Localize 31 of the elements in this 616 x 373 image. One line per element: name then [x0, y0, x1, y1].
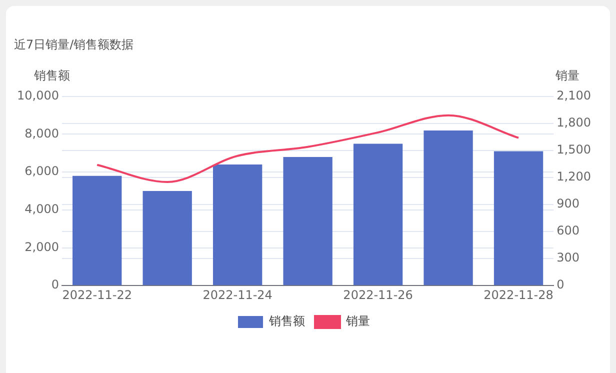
x-tick-label: 2022-11-24	[202, 288, 272, 302]
y2-tick-label: 1,800	[556, 116, 592, 130]
legend-label: 销售额	[268, 314, 305, 328]
x-tick-label: 2022-11-22	[62, 288, 132, 302]
y2-tick-label: 900	[556, 196, 580, 211]
y-axis-title: 销售额	[32, 68, 70, 83]
y2-tick-label: 300	[556, 250, 580, 265]
bar	[424, 130, 473, 286]
bar	[494, 151, 544, 286]
y-tick-label: 8,000	[24, 126, 59, 140]
y2-tick-label: 1,500	[556, 142, 592, 157]
bar	[142, 191, 192, 286]
bar	[213, 164, 262, 286]
bar	[353, 144, 403, 286]
y-tick-label: 4,000	[24, 202, 59, 216]
bar	[283, 156, 332, 286]
x-tick-label: 2022-11-26	[343, 288, 413, 302]
y-tick-label: 2,000	[24, 240, 59, 254]
legend-label: 销量	[345, 314, 370, 328]
line-series	[96, 114, 520, 183]
chart-title: 近7日销量/销售额数据	[14, 37, 134, 52]
x-tick-label: 2022-11-28	[484, 288, 554, 302]
y-tick-label: 0	[51, 278, 59, 292]
y2-axis-title: 销量	[554, 68, 580, 83]
y-tick-label: 10,000	[16, 88, 59, 103]
y2-tick-label: 0	[556, 278, 564, 292]
y2-tick-label: 1,200	[556, 170, 592, 184]
y2-tick-label: 600	[556, 224, 580, 238]
bar	[72, 176, 122, 286]
y-tick-label: 6,000	[24, 164, 59, 178]
y2-tick-label: 2,100	[556, 88, 592, 103]
